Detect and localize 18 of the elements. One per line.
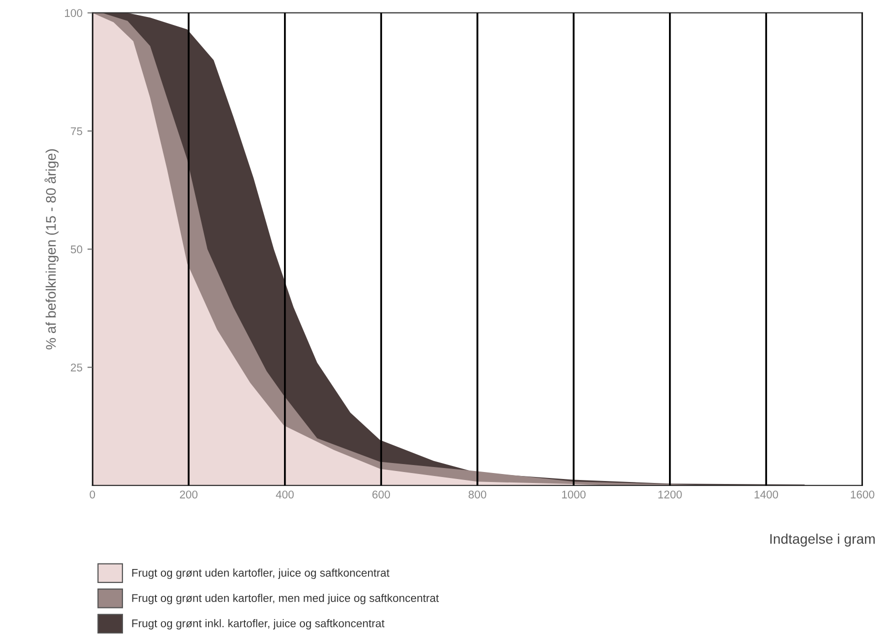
y-axis-title: % af befolkningen (15 - 80 årige) xyxy=(44,149,59,350)
x-tick-label: 200 xyxy=(180,490,198,498)
legend-label: Frugt og grønt uden kartofler, men med juice og saftkoncentrat xyxy=(132,594,439,604)
legend-label: Frugt og grønt inkl. kartofler, juice og saftkoncentrat xyxy=(132,619,384,630)
x-tick-label: 1200 xyxy=(658,490,682,498)
x-tick-label: 600 xyxy=(372,490,390,498)
x-tick-label: 1000 xyxy=(562,490,586,498)
x-tick-label: 400 xyxy=(276,490,294,498)
x-tick-label: 800 xyxy=(468,490,486,498)
x-tick-label: 0 xyxy=(90,490,96,498)
y-tick-label: 25 xyxy=(70,364,82,372)
y-tick-label: 75 xyxy=(70,127,82,136)
x-axis-title: Indtagelse i gram xyxy=(770,534,875,547)
y-tick-label: 50 xyxy=(70,245,82,254)
x-tick-label: 1600 xyxy=(850,490,874,498)
y-tick-label: 100 xyxy=(64,9,82,17)
x-tick-label: 1400 xyxy=(754,490,778,498)
legend-label: Frugt og grønt uden kartofler, juice og saftkoncentrat xyxy=(132,568,390,579)
